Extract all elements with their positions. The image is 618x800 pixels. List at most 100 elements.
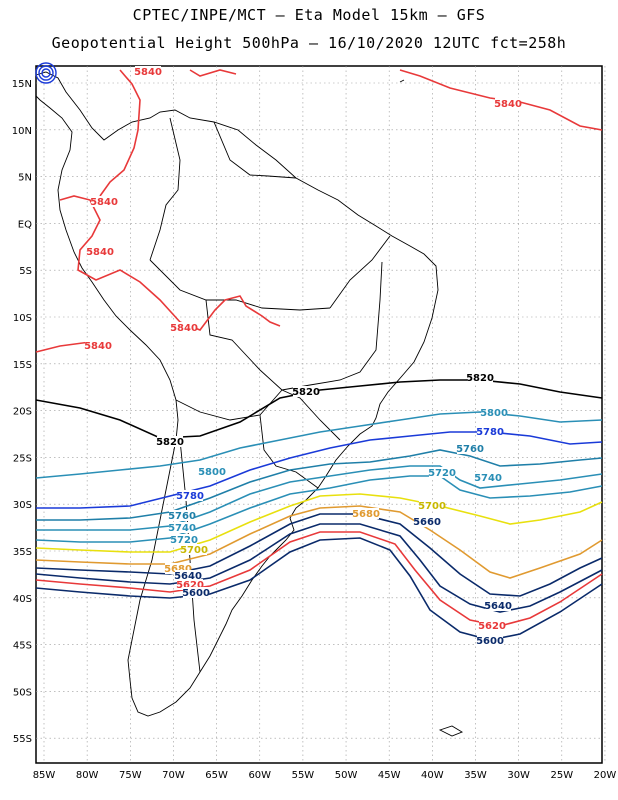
contour-label-bg: [171, 322, 197, 333]
contour-label-bg: [177, 490, 203, 501]
contour-label: 5640: [484, 601, 512, 612]
lon-tick-label: 60W: [248, 770, 271, 781]
map-title-line2: Geopotential Height 500hPa – 16/10/2020 …: [51, 34, 567, 52]
contour-label: 5840: [494, 99, 522, 110]
lat-tick-label: 10N: [12, 126, 32, 137]
low-pressure-ring: [35, 62, 57, 84]
contour-label-bg: [177, 579, 203, 590]
contour-label-bg: [419, 500, 445, 511]
contour-label-bg: [477, 426, 503, 437]
contour-label: 5840: [170, 323, 198, 334]
contour-5760: [36, 449, 603, 521]
low-pressure-ring: [38, 65, 54, 81]
contour-label-bg: [183, 587, 209, 598]
contour-label-bg: [457, 443, 483, 454]
contour-label: 5700: [180, 545, 208, 556]
lat-tick-label: 5S: [19, 266, 32, 277]
contour-label-bg: [477, 635, 503, 646]
contour-5780: [36, 431, 603, 509]
lat-tick-label: 40S: [13, 594, 32, 605]
contour-5840: [59, 195, 281, 331]
lon-tick-label: 65W: [205, 770, 228, 781]
lon-tick-label: 70W: [162, 770, 185, 781]
contour-label: 5680: [164, 564, 192, 575]
contour-label-bg: [293, 386, 319, 397]
lon-tick-label: 40W: [421, 770, 444, 781]
map-frame: [35, 65, 603, 764]
lon-tick-label: 30W: [507, 770, 530, 781]
lat-tick-label: 50S: [13, 687, 32, 698]
lat-tick-label: 15S: [13, 360, 32, 371]
contour-label-bg: [91, 196, 117, 207]
lat-tick-label: 5N: [18, 173, 32, 184]
contour-label-bg: [485, 600, 511, 611]
lon-tick-label: 80W: [76, 770, 99, 781]
contour-5720: [35, 475, 603, 543]
contour-label-bg: [495, 98, 521, 109]
contour-label: 5840: [86, 247, 114, 258]
lon-tick-label: 35W: [464, 770, 487, 781]
contour-label-bg: [171, 534, 197, 545]
low-pressure-ring: [41, 68, 51, 78]
contour-5700: [35, 493, 603, 553]
contour-label: 5700: [418, 501, 446, 512]
contour-label: 5820: [156, 437, 184, 448]
contour-label: 5780: [476, 427, 504, 438]
contour-label-bg: [479, 620, 505, 631]
contour-label: 5720: [170, 535, 198, 546]
contour-label-bg: [353, 508, 379, 519]
contour-label: 5740: [474, 473, 502, 484]
lon-tick-label: 50W: [335, 770, 358, 781]
contour-5840: [189, 69, 237, 77]
contour-label-bg: [169, 510, 195, 521]
contour-5680: [35, 505, 603, 579]
contour-label: 5720: [428, 468, 456, 479]
contour-5620: [35, 531, 603, 627]
contour-label: 5620: [478, 621, 506, 632]
contour-label-bg: [157, 436, 183, 447]
contour-label: 5740: [168, 523, 196, 534]
contour-label-bg: [181, 544, 207, 555]
contour-label-bg: [414, 516, 440, 527]
lat-tick-label: 20S: [13, 407, 32, 418]
contour-label: 5800: [480, 408, 508, 419]
contour-label: 5640: [174, 571, 202, 582]
contour-label-bg: [467, 372, 493, 383]
contour-label: 5660: [413, 517, 441, 528]
contour-label: 5760: [456, 444, 484, 455]
lon-tick-label: 85W: [33, 770, 56, 781]
lat-tick-label: 15N: [12, 79, 32, 90]
contour-label: 5620: [176, 580, 204, 591]
lon-tick-label: 55W: [292, 770, 315, 781]
contour-labels: 5840 5840 5840 5840 5840 5840 5820 5820 5820 5800…: [84, 66, 522, 647]
contour-label: 5780: [176, 491, 204, 502]
contour-5820: [35, 379, 603, 439]
map-title-line1: CPTEC/INPE/MCT – Eta Model 15km – GFS: [132, 6, 486, 24]
contour-label-bg: [85, 340, 111, 351]
lon-tick-label: 45W: [378, 770, 401, 781]
lon-tick-label: 25W: [550, 770, 573, 781]
contour-label: 5820: [292, 387, 320, 398]
contour-label-bg: [87, 246, 113, 257]
longitude-labels: 85W 80W 75W 70W 65W 60W 55W 50W 45W 40W 35W 30W 25W 2…: [33, 770, 617, 781]
lon-tick-label: 20W: [594, 770, 617, 781]
lat-tick-label: 45S: [13, 641, 32, 652]
contour-label-bg: [429, 467, 455, 478]
contour-label-bg: [165, 563, 191, 574]
contour-label-bg: [175, 570, 201, 581]
contour-5740: [36, 465, 603, 531]
lat-tick-label: 10S: [13, 313, 32, 324]
contour-label: 5600: [476, 636, 504, 647]
lat-tick-label: 35S: [13, 547, 32, 558]
lat-tick-label: EQ: [18, 219, 32, 230]
contour-label-bg: [475, 472, 501, 483]
contour-label: 5760: [168, 511, 196, 522]
contour-label: 5600: [182, 588, 210, 599]
lon-tick-label: 75W: [119, 770, 142, 781]
contour-label-bg: [169, 522, 195, 533]
contour-5840: [99, 69, 141, 197]
contour-label-bg: [135, 66, 161, 77]
contour-label: 5820: [466, 373, 494, 384]
contour-label: 5680: [352, 509, 380, 520]
